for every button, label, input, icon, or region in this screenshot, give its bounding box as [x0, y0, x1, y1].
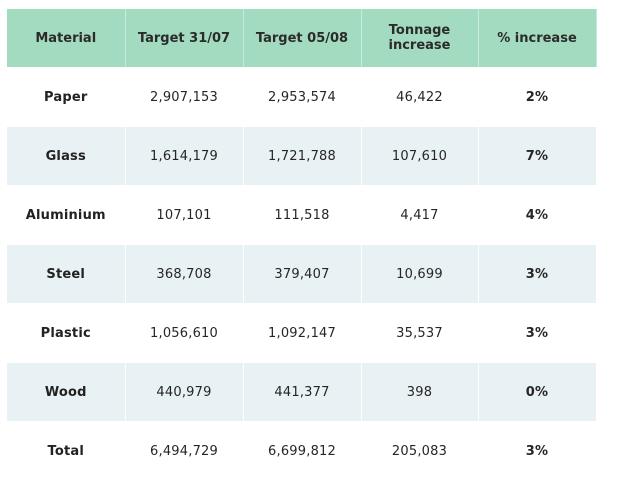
target-0508-cell: 441,377 [243, 362, 362, 422]
percent-increase-cell: 2% [478, 67, 597, 127]
percent-increase-cell: 0% [478, 362, 597, 422]
tonnage-increase-cell: 35,537 [361, 303, 479, 363]
tonnage-increase-cell: 10,699 [361, 244, 479, 304]
target-0508-cell: 111,518 [243, 185, 362, 245]
tonnage-increase-cell: 205,083 [361, 421, 479, 481]
target-0508-cell: 2,953,574 [243, 67, 362, 127]
percent-increase-cell: 4% [478, 185, 597, 245]
materials-table: Material Target 31/07 Target 05/08 Tonna… [7, 9, 597, 481]
tonnage-increase-cell: 107,610 [361, 126, 479, 186]
header-material: Material [7, 9, 126, 68]
target-3107-cell: 440,979 [125, 362, 244, 422]
tonnage-increase-cell: 398 [361, 362, 479, 422]
target-3107-cell: 1,614,179 [125, 126, 244, 186]
target-3107-cell: 368,708 [125, 244, 244, 304]
header-percent-increase: % increase [478, 9, 597, 68]
material-cell: Paper [7, 67, 126, 127]
table-row: Wood 440,979 441,377 398 0% [7, 362, 597, 422]
header-target-0508: Target 05/08 [243, 9, 362, 68]
target-0508-cell: 1,721,788 [243, 126, 362, 186]
material-cell: Wood [7, 362, 126, 422]
table-row: Steel 368,708 379,407 10,699 3% [7, 244, 597, 304]
target-3107-cell: 2,907,153 [125, 67, 244, 127]
target-3107-cell: 1,056,610 [125, 303, 244, 363]
percent-increase-cell: 7% [478, 126, 597, 186]
target-3107-cell: 107,101 [125, 185, 244, 245]
material-cell: Aluminium [7, 185, 126, 245]
material-cell: Total [7, 421, 126, 481]
target-0508-cell: 379,407 [243, 244, 362, 304]
tonnage-increase-cell: 46,422 [361, 67, 479, 127]
target-3107-cell: 6,494,729 [125, 421, 244, 481]
header-row: Material Target 31/07 Target 05/08 Tonna… [7, 9, 597, 68]
material-cell: Plastic [7, 303, 126, 363]
target-0508-cell: 6,699,812 [243, 421, 362, 481]
percent-increase-cell: 3% [478, 303, 597, 363]
target-0508-cell: 1,092,147 [243, 303, 362, 363]
table-row: Paper 2,907,153 2,953,574 46,422 2% [7, 67, 597, 127]
total-row: Total 6,494,729 6,699,812 205,083 3% [7, 421, 597, 481]
table-row: Plastic 1,056,610 1,092,147 35,537 3% [7, 303, 597, 363]
material-cell: Glass [7, 126, 126, 186]
material-cell: Steel [7, 244, 126, 304]
header-target-3107: Target 31/07 [125, 9, 244, 68]
tonnage-increase-cell: 4,417 [361, 185, 479, 245]
percent-increase-cell: 3% [478, 421, 597, 481]
header-tonnage-increase: Tonnage increase [361, 9, 479, 68]
table-row: Aluminium 107,101 111,518 4,417 4% [7, 185, 597, 245]
percent-increase-cell: 3% [478, 244, 597, 304]
table-row: Glass 1,614,179 1,721,788 107,610 7% [7, 126, 597, 186]
